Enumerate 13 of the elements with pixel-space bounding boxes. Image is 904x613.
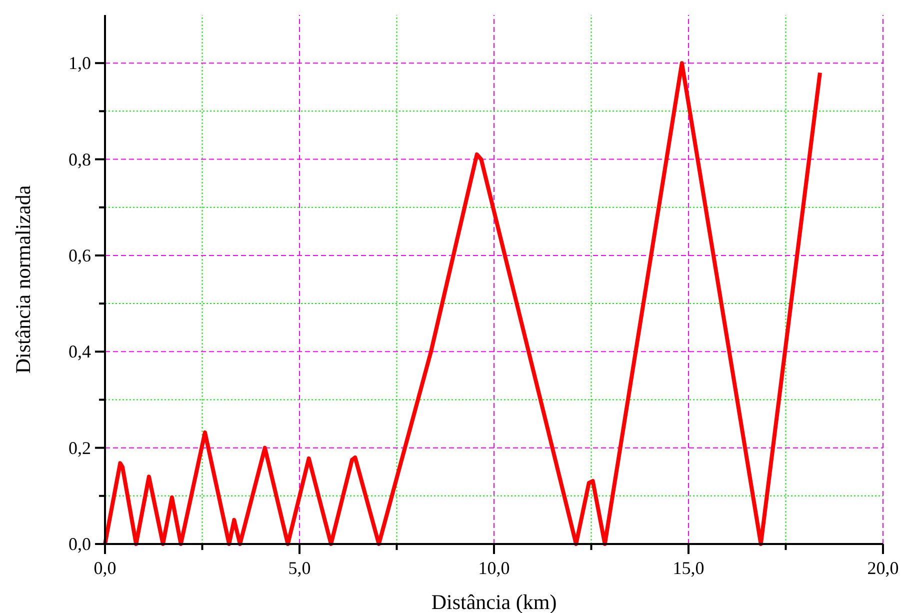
- y-tick-label: 0,6: [68, 245, 91, 266]
- y-tick-label: 0,4: [68, 342, 91, 362]
- x-tick-label: 20,0: [867, 558, 899, 578]
- y-tick-label: 0,0: [68, 534, 91, 554]
- y-tick-label: 0,2: [68, 438, 91, 458]
- x-tick-label: 5,0: [288, 558, 311, 578]
- y-tick-label: 1,0: [68, 53, 91, 74]
- x-tick-label: 0,0: [94, 558, 116, 578]
- line-series: [103, 61, 822, 546]
- x-tick-label: 15,0: [672, 558, 704, 578]
- y-tick-label: 0,8: [68, 149, 91, 170]
- y-axis-title: Distância normalizada: [11, 184, 35, 374]
- x-tick-label: 10,0: [478, 558, 510, 578]
